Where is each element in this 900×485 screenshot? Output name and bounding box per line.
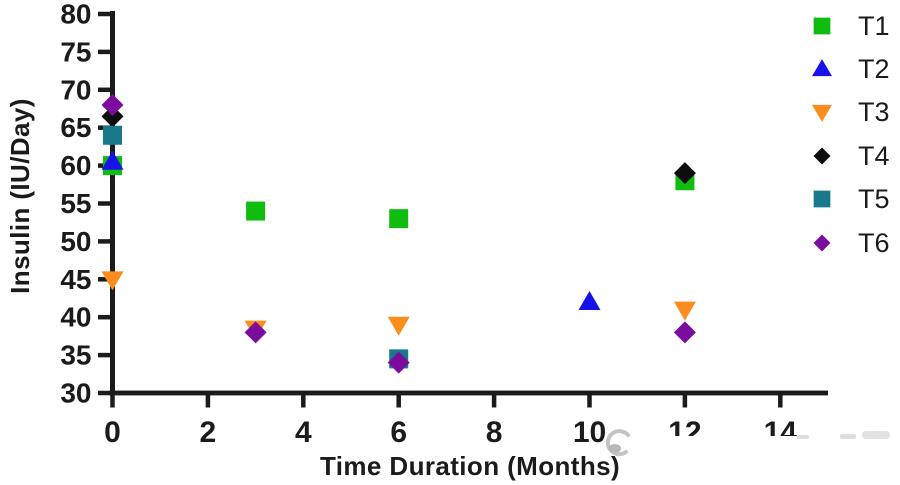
y-tick-label: 30: [60, 378, 91, 409]
artifact-smudge: [862, 431, 890, 439]
x-tick: [778, 393, 783, 408]
data-point-t6-x0: [101, 93, 124, 116]
x-tick-label: 4: [295, 416, 312, 449]
data-point-t2-x10: [578, 291, 601, 311]
legend-item-t4: T4: [809, 139, 890, 173]
data-point-t4-x0: [101, 105, 124, 128]
x-tick: [682, 393, 688, 408]
artifact-smudge: [840, 434, 856, 439]
legend-label: T4: [858, 140, 890, 171]
artifact-crescent-blob: [608, 444, 621, 453]
artifact-smudge: [797, 435, 809, 439]
x-axis-title: Time Duration (Months): [319, 451, 621, 481]
y-tick-label: 60: [60, 150, 91, 181]
square-glyph: [813, 190, 831, 208]
y-tick: [98, 239, 111, 244]
data-point-t3-x0: [101, 271, 124, 291]
legend-item-t5: T5: [809, 182, 890, 216]
data-point-t3-x12: [673, 301, 696, 321]
y-tick: [98, 49, 111, 55]
legend-marker-triangle-down-icon: [812, 104, 832, 122]
data-point-t4-x12: [673, 162, 696, 185]
y-tick: [98, 11, 111, 17]
legend: T1 T2 T3 T4 T5 T6: [800, 0, 900, 275]
data-point-t6-x6: [387, 351, 410, 374]
legend-item-t6: T6: [809, 226, 890, 260]
legend-item-t2: T2: [809, 52, 890, 86]
y-tick: [98, 87, 111, 93]
x-tick: [396, 393, 401, 408]
y-tick-label: 50: [60, 226, 91, 257]
y-tick: [98, 201, 111, 206]
y-tick-label: 80: [60, 0, 91, 30]
y-tick-label: 40: [60, 302, 91, 333]
x-tick: [110, 393, 115, 408]
data-point-t6-x3: [244, 321, 267, 344]
y-tick-label: 70: [60, 74, 91, 105]
y-tick: [98, 277, 111, 282]
legend-label: T1: [858, 10, 890, 41]
y-axis-title: Insulin (IU/Day): [5, 98, 35, 294]
diamond-glyph: [813, 234, 831, 252]
legend-label: T6: [858, 227, 890, 258]
legend-label: T5: [858, 183, 890, 214]
diamond-glyph: [813, 147, 831, 165]
legend-item-t3: T3: [809, 95, 890, 129]
y-tick-label: 75: [60, 36, 91, 67]
x-tick: [301, 393, 306, 408]
legend-marker-diamond-icon: [813, 234, 831, 252]
x-axis-line: [109, 390, 828, 396]
data-point-t2-x0: [101, 150, 124, 170]
x-tick-label: 10: [573, 416, 606, 449]
x-tick-label: 6: [390, 416, 407, 449]
x-tick-label: 8: [486, 416, 503, 449]
legend-item-t1: T1: [809, 9, 890, 43]
data-point-t1-x3: [246, 201, 266, 221]
data-point-t3-x6: [387, 316, 410, 336]
y-tick: [98, 390, 111, 396]
legend-marker-square-icon: [813, 190, 831, 208]
triangle-up-glyph: [812, 59, 832, 77]
legend-marker-diamond-icon: [813, 147, 831, 165]
y-tick-label: 35: [60, 340, 91, 371]
artifact-white-band: [634, 436, 900, 451]
x-tick: [491, 393, 497, 408]
data-point-t6-x12: [673, 321, 696, 344]
y-tick-label: 45: [60, 264, 91, 295]
square-glyph: [813, 17, 831, 35]
y-axis-line: [110, 11, 115, 396]
x-tick: [205, 393, 211, 408]
data-point-t5-x0: [103, 125, 122, 145]
y-tick: [98, 352, 111, 358]
legend-marker-square-icon: [813, 17, 831, 35]
y-tick: [98, 314, 111, 320]
x-tick-label: 2: [200, 416, 217, 449]
x-tick: [587, 393, 592, 408]
artifact-crescent: [605, 429, 630, 457]
x-tick-label: 0: [104, 416, 121, 449]
legend-label: T3: [858, 96, 890, 127]
y-tick-label: 55: [60, 188, 91, 219]
data-point-t1-x6: [389, 209, 409, 229]
legend-marker-triangle-up-icon: [812, 59, 832, 77]
triangle-down-glyph: [812, 104, 832, 122]
y-tick-label: 65: [60, 112, 91, 143]
legend-label: T2: [858, 53, 890, 84]
